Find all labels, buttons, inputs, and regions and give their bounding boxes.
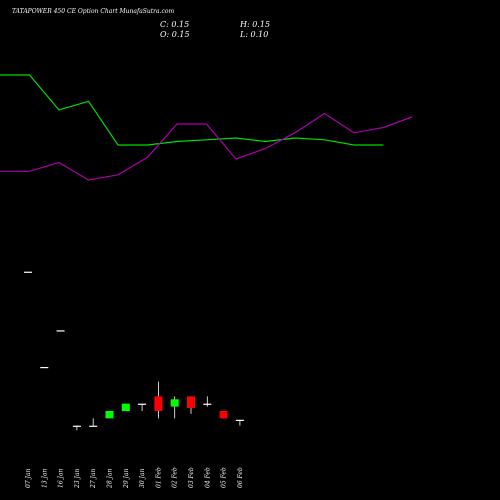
candle-body [219, 411, 228, 419]
candle-body [203, 403, 212, 405]
candle-body [56, 330, 65, 332]
candle-body [121, 403, 130, 411]
x-tick-label: 30 Jan [139, 468, 146, 488]
candle [235, 419, 244, 426]
x-tick-label: 06 Feb [237, 467, 244, 488]
x-tick-label: 23 Jan [74, 468, 81, 489]
candle [72, 425, 81, 431]
candle [219, 411, 228, 419]
candle [40, 367, 49, 369]
green-line [0, 74, 384, 146]
candle-body [235, 419, 244, 421]
ohlc-open: O: 0.15 [160, 30, 190, 39]
candle-body [105, 411, 114, 419]
x-tick-label: 03 Feb [188, 467, 195, 488]
x-tick-label: 29 Jan [123, 468, 130, 489]
candle [24, 271, 32, 273]
indicator-lines [0, 74, 413, 181]
x-tick-label: 28 Jan [107, 468, 114, 489]
candle-body [170, 399, 179, 407]
candle-body [187, 396, 195, 409]
candles [24, 271, 244, 431]
candle-body [154, 396, 163, 411]
candle-body [40, 367, 49, 369]
x-tick-label: 01 Feb [155, 467, 162, 488]
candle-body [89, 425, 98, 427]
ohlc-low: L: 0.10 [239, 30, 268, 39]
candle [56, 330, 65, 332]
candle-body [138, 403, 147, 405]
candle [138, 403, 147, 411]
chart-title: TATAPOWER 450 CE Option Chart MunafaSutr… [12, 8, 175, 15]
candle [89, 418, 98, 427]
magenta-line [0, 112, 413, 181]
candle [105, 411, 114, 419]
candle [121, 403, 130, 411]
x-tick-label: 16 Jan [58, 468, 65, 488]
candle-body [72, 425, 81, 427]
candle [154, 381, 163, 419]
candle [187, 396, 195, 414]
ohlc-close: C: 0.15 [160, 20, 189, 29]
x-axis-ticks: 07 Jan 13 Jan 16 Jan 23 Jan 27 Jan 28 Jan 29 J… [25, 467, 244, 489]
x-tick-label: 07 Jan [25, 468, 32, 488]
x-tick-label: 27 Jan [90, 468, 97, 489]
x-tick-label: 13 Jan [41, 468, 48, 488]
candle [170, 396, 179, 419]
x-tick-label: 02 Feb [172, 467, 179, 488]
candle-body [24, 271, 32, 273]
x-tick-label: 05 Feb [221, 467, 228, 488]
candle [203, 396, 212, 407]
x-tick-label: 04 Feb [204, 467, 211, 488]
ohlc-high: H: 0.15 [239, 20, 270, 29]
